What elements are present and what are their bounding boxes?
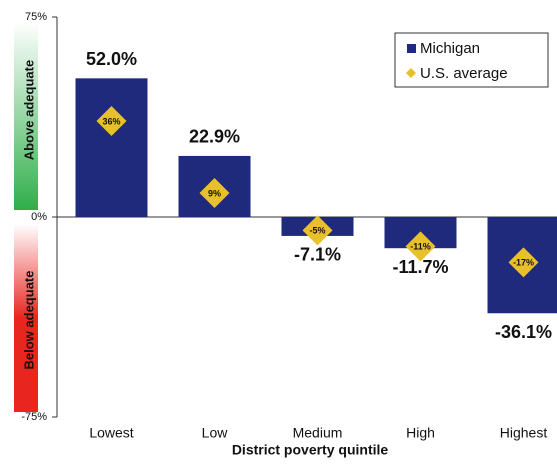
us-label: 9% [208,188,221,198]
value-label: 52.0% [86,49,137,69]
y-tick-label: -75% [21,411,47,423]
us-label: -5% [309,226,325,236]
value-label: 22.9% [189,127,240,147]
y-tick-label: 0% [31,211,47,223]
legend-label: Michigan [420,40,480,57]
bar [76,78,148,217]
x-tick-label: Low [202,425,229,441]
us-label: 36% [102,116,120,126]
x-tick-label: Lowest [89,425,133,441]
x-axis-title: District poverty quintile [232,442,389,458]
x-tick-label: High [406,425,435,441]
x-tick-label: Medium [293,425,343,441]
value-label: -7.1% [294,245,341,265]
legend-swatch [407,44,416,53]
us-label: -11% [410,242,431,252]
legend-label: U.S. average [420,65,508,82]
y-tick-label: 75% [25,11,47,23]
us-label: -17% [513,258,534,268]
value-label: -36.1% [495,322,552,342]
y-label-top: Above adequate [21,60,36,160]
x-tick-label: Highest [500,425,548,441]
y-label-bottom: Below adequate [21,271,36,370]
